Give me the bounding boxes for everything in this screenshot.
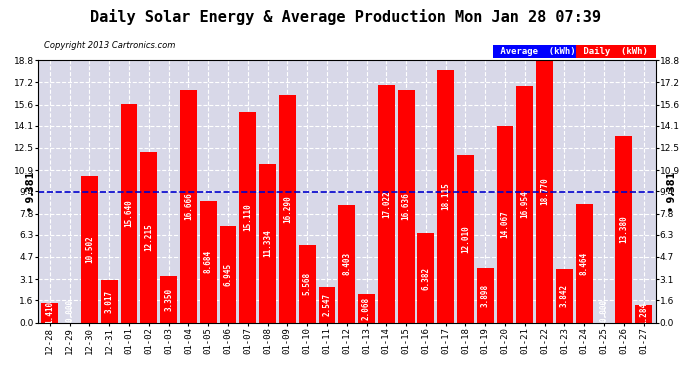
Text: 2.547: 2.547 xyxy=(322,293,331,316)
Text: 18.115: 18.115 xyxy=(441,182,450,210)
Bar xyxy=(121,104,137,322)
Text: 16.666: 16.666 xyxy=(184,192,193,220)
Bar xyxy=(140,152,157,322)
Text: 3.898: 3.898 xyxy=(481,284,490,307)
Bar xyxy=(41,303,58,322)
Bar xyxy=(219,225,237,322)
Text: 3.350: 3.350 xyxy=(164,288,173,310)
Bar xyxy=(81,176,98,322)
Text: 10.502: 10.502 xyxy=(85,235,94,263)
Bar xyxy=(338,205,355,322)
Text: 5.568: 5.568 xyxy=(303,272,312,295)
Text: 14.067: 14.067 xyxy=(500,210,510,238)
Text: 11.334: 11.334 xyxy=(263,230,272,257)
Bar xyxy=(556,269,573,322)
Text: 15.640: 15.640 xyxy=(124,200,133,227)
Bar xyxy=(457,155,474,322)
Text: 1.410: 1.410 xyxy=(46,301,55,324)
Text: 6.945: 6.945 xyxy=(224,262,233,286)
Bar xyxy=(397,90,415,322)
Text: Daily  (kWh): Daily (kWh) xyxy=(578,47,653,56)
Text: 0.000: 0.000 xyxy=(600,298,609,322)
Text: 6.382: 6.382 xyxy=(422,266,431,290)
Bar xyxy=(180,90,197,322)
Bar xyxy=(417,233,434,322)
Bar xyxy=(477,268,493,322)
Text: 16.954: 16.954 xyxy=(520,190,529,218)
Text: 3.017: 3.017 xyxy=(105,290,114,313)
Text: 1.284: 1.284 xyxy=(639,302,648,325)
Bar xyxy=(358,294,375,322)
Text: 2.068: 2.068 xyxy=(362,297,371,320)
Bar xyxy=(279,95,296,322)
Bar xyxy=(299,245,315,322)
Text: Copyright 2013 Cartronics.com: Copyright 2013 Cartronics.com xyxy=(44,40,175,50)
Text: 0.000: 0.000 xyxy=(65,298,74,322)
Text: • 9.381: • 9.381 xyxy=(667,171,678,212)
Bar xyxy=(160,276,177,322)
Text: 8.403: 8.403 xyxy=(342,252,351,275)
Bar xyxy=(615,136,632,322)
Text: 12.010: 12.010 xyxy=(461,225,470,252)
Bar xyxy=(259,164,276,322)
Bar xyxy=(576,204,593,322)
Text: 12.215: 12.215 xyxy=(144,224,153,251)
Bar xyxy=(319,287,335,322)
Text: 18.770: 18.770 xyxy=(540,178,549,206)
Text: 13.380: 13.380 xyxy=(620,215,629,243)
Bar xyxy=(239,111,256,322)
Text: 16.290: 16.290 xyxy=(283,195,292,223)
Bar xyxy=(378,85,395,322)
Text: Average  (kWh): Average (kWh) xyxy=(495,47,581,56)
Bar xyxy=(516,86,533,322)
Bar xyxy=(635,304,652,322)
Text: 3.842: 3.842 xyxy=(560,284,569,307)
Bar xyxy=(200,201,217,322)
Text: 8.464: 8.464 xyxy=(580,252,589,275)
Bar xyxy=(536,60,553,322)
Bar xyxy=(101,280,117,322)
Text: 8.684: 8.684 xyxy=(204,250,213,273)
Text: • 9.381: • 9.381 xyxy=(26,171,36,212)
Bar xyxy=(497,126,513,322)
Text: Daily Solar Energy & Average Production Mon Jan 28 07:39: Daily Solar Energy & Average Production … xyxy=(90,9,600,26)
Text: 15.110: 15.110 xyxy=(244,203,253,231)
Bar xyxy=(437,70,454,322)
Text: 17.022: 17.022 xyxy=(382,190,391,217)
Text: 16.636: 16.636 xyxy=(402,192,411,220)
